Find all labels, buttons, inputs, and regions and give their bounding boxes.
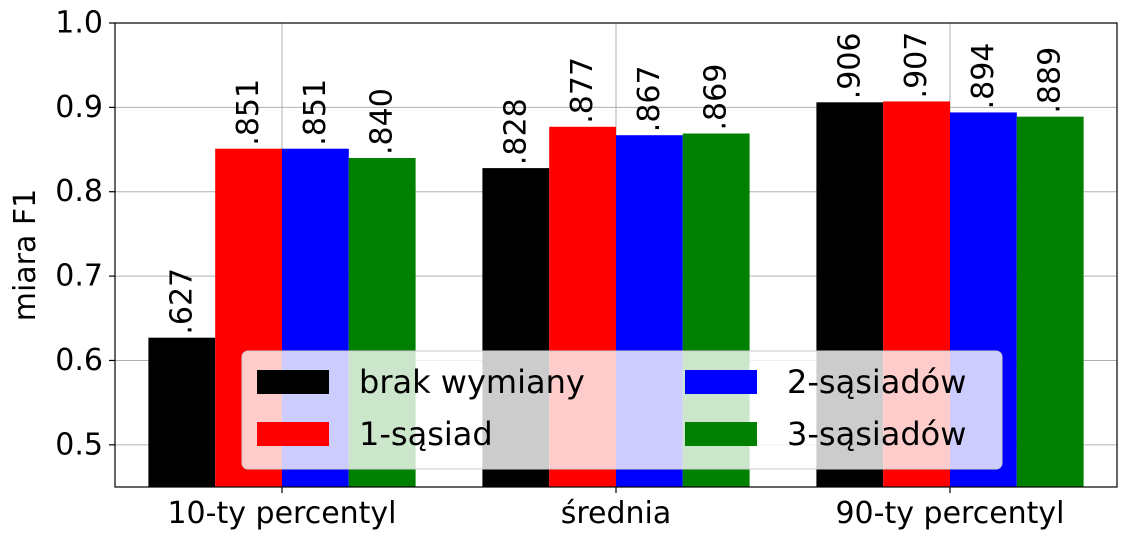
y-tick-label: 1.0: [55, 6, 103, 41]
bar-value-label: .889: [1033, 47, 1068, 114]
bar-value-label: .907: [899, 32, 934, 99]
x-axis-ticks: 10-ty percentyl średnia 90-ty percentyl: [167, 487, 1065, 531]
bar-value-label: .906: [832, 33, 867, 100]
bar-value-labels: .627 .828 .906 .851 .877 .907 .851 .867 .894 .840…: [164, 32, 1067, 335]
legend: brak wymiany 1-sąsiad 2-sąsiadów 3-sąsiadów: [241, 350, 1003, 470]
legend-label: 2-sąsiadów: [787, 363, 966, 401]
bar-value-label: .877: [565, 57, 600, 124]
x-tick-label: 90-ty percentyl: [835, 496, 1064, 531]
bar-value-label: .851: [231, 79, 266, 146]
legend-swatch: [257, 422, 329, 446]
legend-label: brak wymiany: [359, 363, 585, 401]
y-tick-label: 0.8: [55, 174, 103, 209]
y-tick-label: 0.9: [55, 90, 103, 125]
y-tick-label: 0.6: [55, 343, 103, 378]
y-tick-label: 0.5: [55, 427, 103, 462]
bar-value-label: .851: [298, 79, 333, 146]
y-axis-label: miara F1: [8, 189, 43, 322]
legend-swatch: [685, 422, 757, 446]
x-tick-label: średnia: [561, 496, 672, 531]
legend-box: [241, 350, 1003, 470]
x-tick-label: 10-ty percentyl: [167, 496, 396, 531]
bar-value-label: .867: [632, 65, 667, 132]
legend-label: 3-sąsiadów: [787, 415, 966, 453]
bar-value-label: .840: [365, 88, 400, 155]
bar-value-label: .894: [966, 43, 1001, 110]
bar-value-label: .869: [699, 64, 734, 131]
legend-swatch: [257, 370, 329, 394]
y-axis-ticks: 0.5 0.6 0.7 0.8 0.9 1.0: [55, 6, 115, 462]
bar: [1016, 116, 1084, 487]
bar-value-label: .627: [164, 268, 199, 335]
legend-label: 1-sąsiad: [359, 415, 493, 453]
y-tick-label: 0.7: [55, 259, 103, 294]
bar: [148, 337, 216, 487]
legend-swatch: [685, 370, 757, 394]
bar-value-label: .828: [498, 98, 533, 165]
